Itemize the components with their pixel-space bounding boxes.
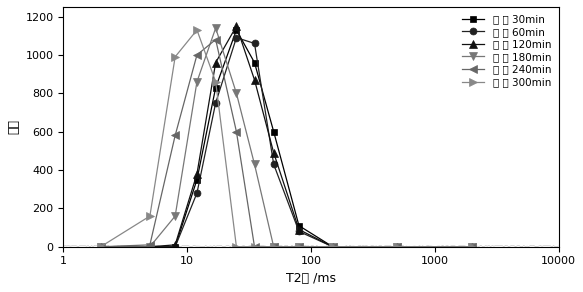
Legend: 水 化 30min, 水 化 60min, 水 化 120min, 水 化 180min, 水 化 240min, 水 化 300min: 水 化 30min, 水 化 60min, 水 化 120min, 水 化 18… xyxy=(459,12,553,89)
Y-axis label: 幅度: 幅度 xyxy=(7,119,20,134)
X-axis label: T2値 /ms: T2値 /ms xyxy=(286,272,336,285)
